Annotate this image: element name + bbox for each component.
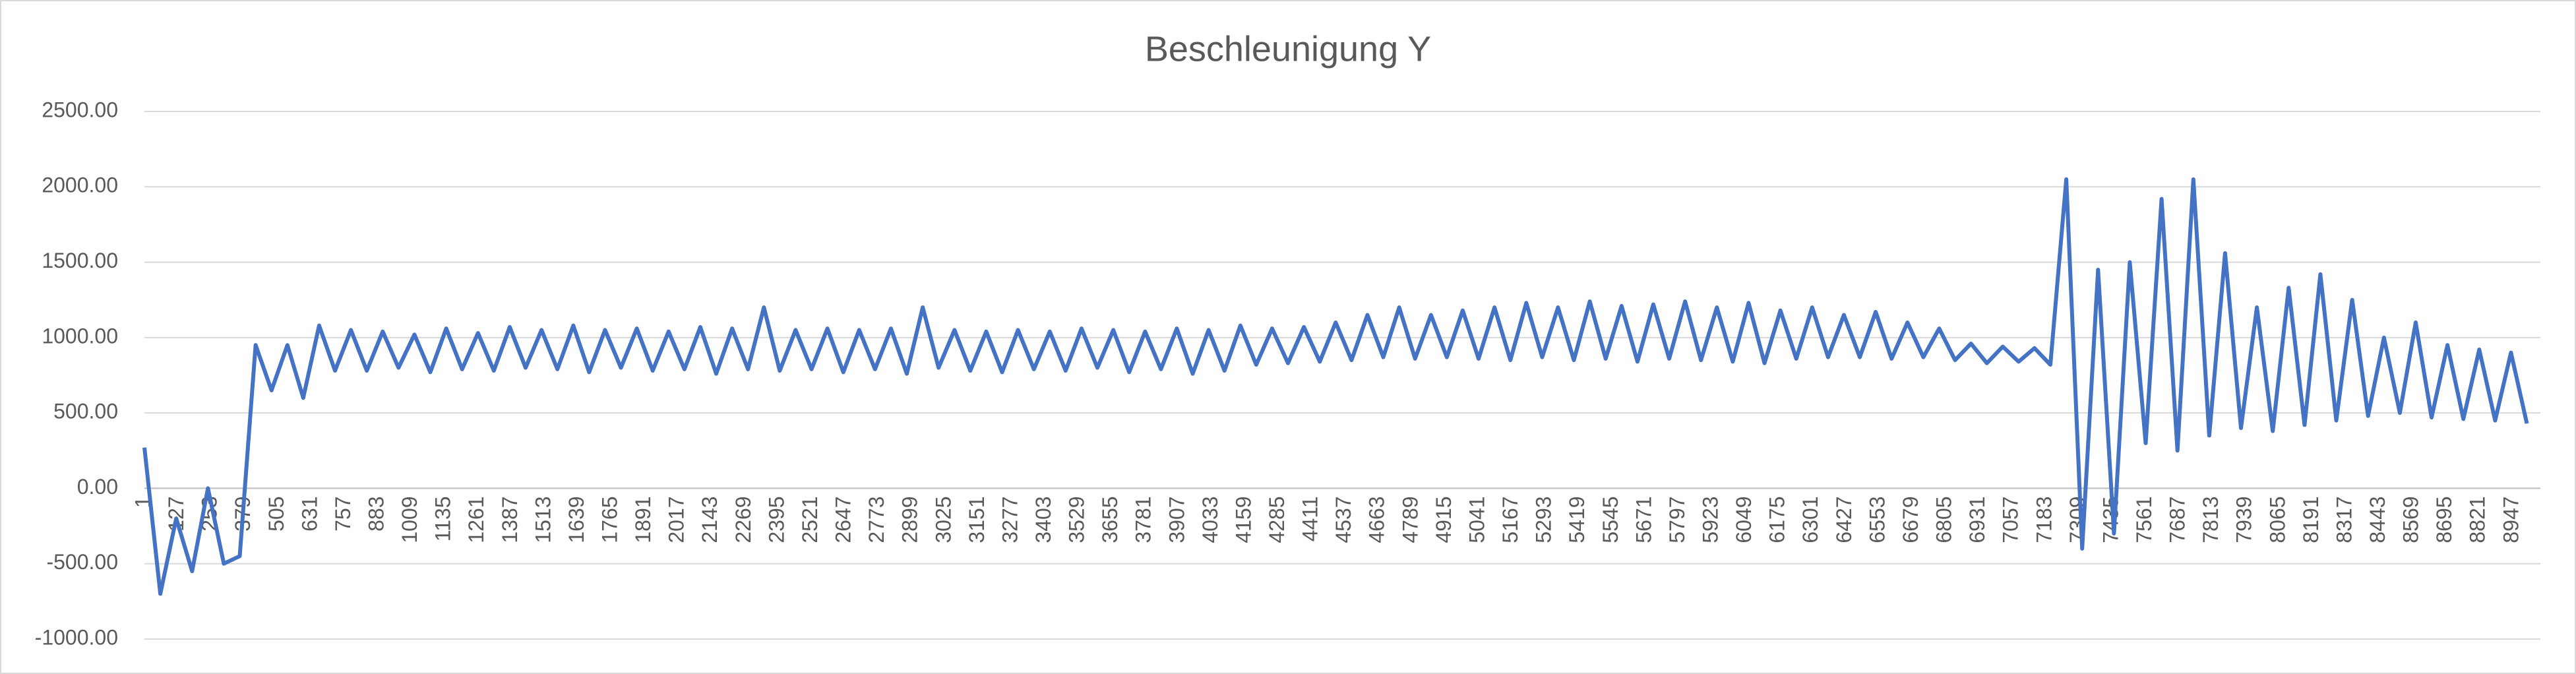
x-tick-label: 3907 <box>1165 496 1188 543</box>
x-tick-label: 8317 <box>2332 496 2356 543</box>
x-tick-label: 3151 <box>965 496 989 543</box>
x-tick-label: 7561 <box>2132 496 2156 543</box>
x-tick-label: 5167 <box>1498 496 1522 543</box>
x-tick-label: 2521 <box>798 496 822 543</box>
x-tick-label: 2017 <box>665 496 689 543</box>
data-line <box>142 177 2529 596</box>
x-tick-label: 4285 <box>1265 496 1289 543</box>
x-tick-label: 2647 <box>832 496 855 543</box>
x-tick-label: 6805 <box>1932 496 1956 543</box>
x-tick-label: 6301 <box>1798 496 1822 543</box>
x-tick-label: 3277 <box>998 496 1022 543</box>
x-tick-label: 8821 <box>2466 496 2490 543</box>
y-tick-label: 1500.00 <box>42 249 118 272</box>
x-tick-label: 2899 <box>898 496 922 543</box>
x-tick-label: 4033 <box>1198 496 1222 543</box>
x-tick-label: 1261 <box>464 496 488 543</box>
x-tick-label: 3781 <box>1132 496 1155 543</box>
x-tick-label: 5545 <box>1599 496 1622 543</box>
x-tick-label: 6427 <box>1832 496 1856 543</box>
y-tick-label: -500.00 <box>46 550 118 574</box>
x-tick-label: 8443 <box>2366 496 2389 543</box>
x-tick-label: 4159 <box>1231 496 1255 543</box>
x-tick-label: 5419 <box>1565 496 1589 543</box>
x-tick-label: 4663 <box>1365 496 1389 543</box>
x-tick-label: 3529 <box>1065 496 1089 543</box>
x-tick-label: 8695 <box>2432 496 2456 543</box>
x-tick-label: 8947 <box>2499 496 2523 543</box>
y-tick-label: 2000.00 <box>42 173 118 197</box>
x-tick-label: 757 <box>331 496 355 531</box>
x-tick-label: 8065 <box>2265 496 2289 543</box>
x-tick-label: 4915 <box>1432 496 1456 543</box>
x-tick-label: 2395 <box>764 496 788 543</box>
x-tick-label: 5293 <box>1532 496 1556 543</box>
x-tick-label: 8569 <box>2399 496 2423 543</box>
x-tick-label: 3655 <box>1098 496 1122 543</box>
x-tick-label: 6679 <box>1899 496 1922 543</box>
x-tick-label: 1009 <box>398 496 421 543</box>
x-tick-label: 7813 <box>2199 496 2223 543</box>
x-tick-label: 4411 <box>1299 496 1322 541</box>
x-tick-label: 883 <box>364 496 388 531</box>
x-tick-label: 3403 <box>1031 496 1055 543</box>
x-tick-label: 6553 <box>1865 496 1889 543</box>
x-tick-label: 1135 <box>431 496 455 541</box>
x-tick-label: 5041 <box>1465 496 1488 543</box>
x-tick-label: 7057 <box>1999 496 2023 543</box>
x-tick-label: 4537 <box>1332 496 1355 543</box>
x-tick-label: 6049 <box>1732 496 1756 543</box>
x-tick-label: 4789 <box>1398 496 1422 543</box>
y-tick-label: 1000.00 <box>42 324 118 348</box>
x-tick-label: 5923 <box>1698 496 1722 543</box>
x-tick-label: 2143 <box>698 496 721 543</box>
y-tick-label: -1000.00 <box>35 625 118 649</box>
x-tick-label: 7183 <box>2032 496 2056 543</box>
x-tick-label: 1765 <box>598 496 622 543</box>
x-tick-label: 5671 <box>1632 496 1655 543</box>
x-tick-label: 1891 <box>631 496 655 543</box>
x-tick-label: 6931 <box>1965 496 1989 543</box>
x-tick-label: 7939 <box>2232 496 2256 543</box>
y-tick-label: 0.00 <box>77 475 118 499</box>
chart-title: Beschleunigung Y <box>1145 29 1431 69</box>
x-tick-label: 7687 <box>2166 496 2190 543</box>
x-tick-label: 631 <box>297 496 321 531</box>
x-tick-label: 6175 <box>1765 496 1789 543</box>
x-tick-label: 3025 <box>931 496 955 543</box>
x-tick-label: 1639 <box>565 496 588 543</box>
x-tick-label: 5797 <box>1665 496 1689 543</box>
x-tick-label: 2773 <box>865 496 888 543</box>
x-tick-label: 8191 <box>2299 496 2323 543</box>
x-tick-label: 1513 <box>531 496 555 543</box>
x-tick-label: 2269 <box>731 496 755 543</box>
x-tick-label: 505 <box>264 496 288 531</box>
y-tick-label: 2500.00 <box>42 98 118 121</box>
x-tick-label: 1387 <box>498 496 522 543</box>
y-tick-label: 500.00 <box>53 400 118 423</box>
